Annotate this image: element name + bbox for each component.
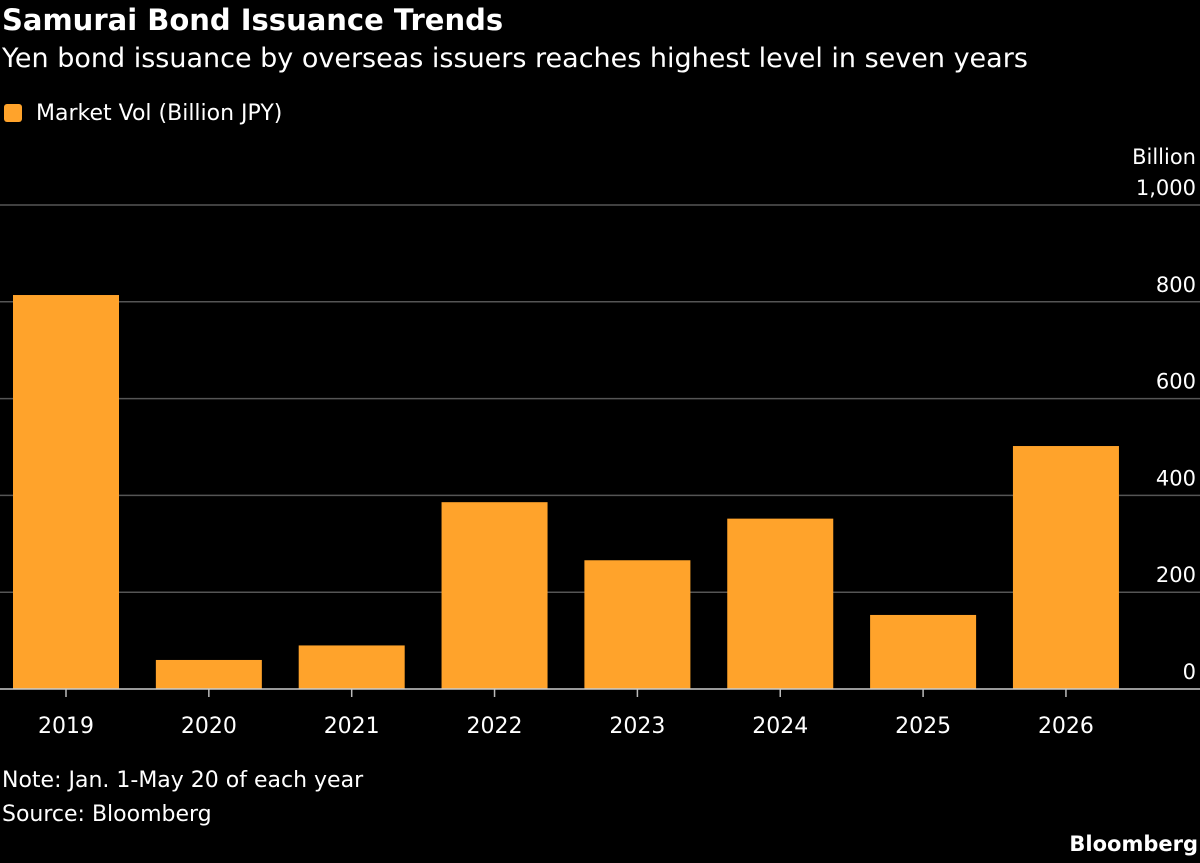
bars-layer <box>13 295 1119 689</box>
y-tick-label: 400 <box>1156 466 1196 490</box>
x-tick-label: 2020 <box>181 714 237 739</box>
y-tick-label: 1,000 <box>1136 176 1196 200</box>
bar-chart: 0 200 400 600 800 1,000 Billion 2019 2020 2021 202… <box>0 145 1200 739</box>
grid-layer <box>0 204 1200 593</box>
bar-2023 <box>584 560 691 689</box>
x-tick-label: 2022 <box>467 714 523 739</box>
x-tick-label: 2021 <box>324 714 380 739</box>
y-axis-unit-label: Billion <box>1132 145 1196 169</box>
y-tick-label: 800 <box>1156 273 1196 297</box>
chart-legend: Market Vol (Billion JPY) <box>2 96 282 130</box>
chart-note: Note: Jan. 1-May 20 of each year <box>2 768 364 793</box>
bar-2021 <box>298 645 405 689</box>
chart-source: Source: Bloomberg <box>2 802 212 827</box>
x-tick-label: 2024 <box>752 714 808 739</box>
chart-subtitle: Yen bond issuance by overseas issuers re… <box>2 43 1028 74</box>
x-tick-label: 2025 <box>895 714 951 739</box>
y-tick-label: 0 <box>1183 660 1196 684</box>
axis-layer: 0 200 400 600 800 1,000 Billion 2019 2020 2021 202… <box>0 145 1200 739</box>
legend-swatch <box>4 104 22 122</box>
y-tick-label: 200 <box>1156 563 1196 587</box>
x-tick-label: 2026 <box>1038 714 1094 739</box>
bar-2026 <box>1012 446 1119 689</box>
bar-2022 <box>441 502 548 689</box>
legend-label: Market Vol (Billion JPY) <box>36 100 283 126</box>
x-tick-label: 2019 <box>38 714 94 739</box>
bar-2019 <box>13 295 119 689</box>
bar-2024 <box>727 518 834 689</box>
bar-2025 <box>870 614 977 689</box>
bar-2020 <box>155 659 262 689</box>
bloomberg-logo: Bloomberg <box>1069 832 1198 856</box>
chart-title: Samurai Bond Issuance Trends <box>2 3 504 37</box>
x-tick-label: 2023 <box>609 714 665 739</box>
y-tick-label: 600 <box>1156 370 1196 394</box>
